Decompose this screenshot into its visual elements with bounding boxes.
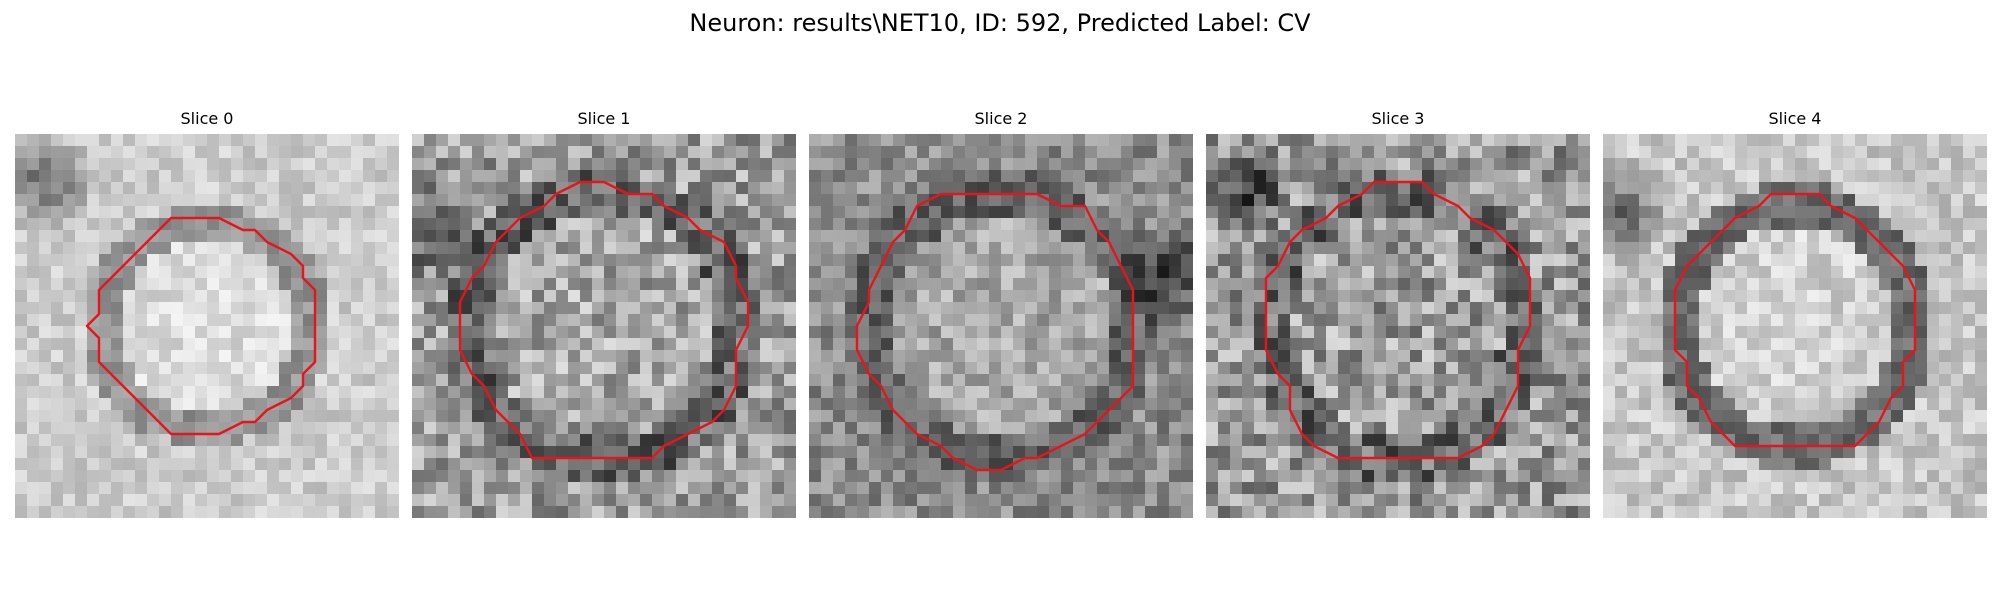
slice-title-1: Slice 1 [577,109,631,128]
slice-panel-1: Slice 1 [412,104,796,518]
slice-panel-2: Slice 2 [809,104,1193,518]
contour-4 [1673,192,1917,448]
slice-title-0: Slice 0 [180,109,234,128]
slice-image-3 [1206,134,1590,518]
slice-image-4 [1603,134,1987,518]
slice-image-1 [412,134,796,518]
contour-2 [855,192,1135,472]
slice-panel-0: Slice 0 [15,104,399,518]
slice-pixels-3 [1206,134,1590,518]
slice-panel-4: Slice 4 [1603,104,1987,518]
slice-title-2: Slice 2 [974,109,1028,128]
contour-1 [458,180,750,460]
figure-title: Neuron: results\NET10, ID: 592, Predicte… [689,9,1311,37]
slice-pixels-4 [1603,134,1987,518]
slice-panel-3: Slice 3 [1206,104,1590,518]
slice-pixels-0 [15,134,399,518]
contour-0 [85,216,317,436]
contour-3 [1264,180,1532,460]
slice-pixels-2 [809,134,1193,518]
slice-image-2 [809,134,1193,518]
slice-image-0 [15,134,399,518]
slice-title-4: Slice 4 [1768,109,1822,128]
slice-title-3: Slice 3 [1371,109,1425,128]
slice-pixels-1 [412,134,796,518]
